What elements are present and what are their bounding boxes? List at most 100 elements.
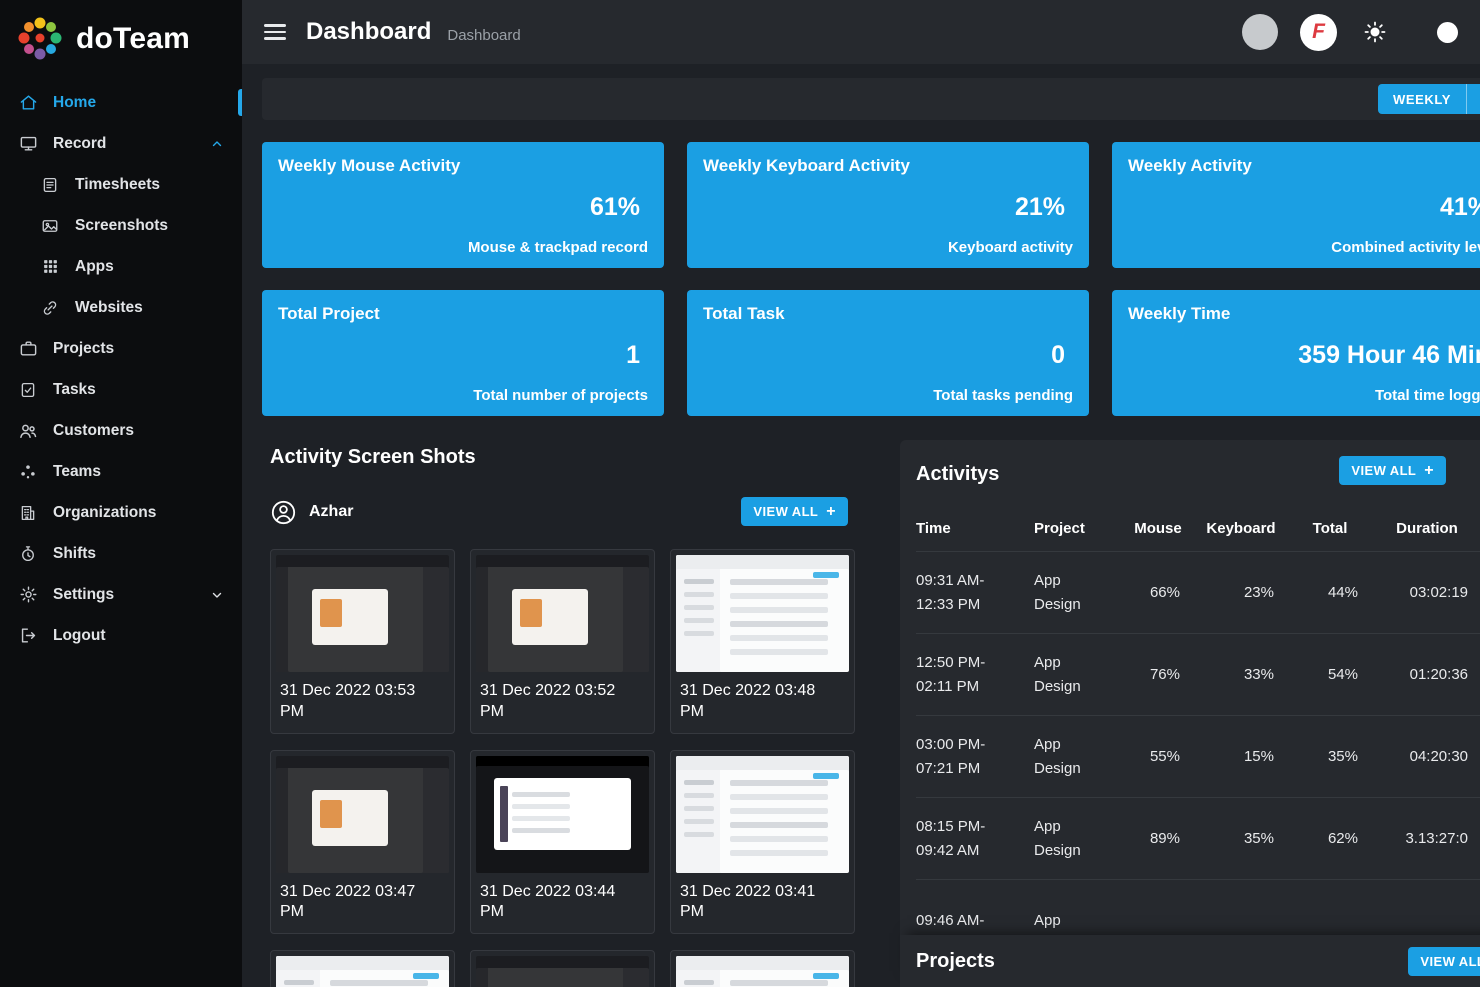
doteam-logo-icon [14, 13, 66, 65]
table-row[interactable]: 03:00 PM- 07:21 PM App Design 55% 15% 35… [916, 716, 1480, 798]
sidebar-nav: Home Record Timesheets Screenshots Apps … [0, 82, 242, 656]
apps-icon [40, 257, 60, 277]
chevron-down-icon [210, 588, 224, 602]
activities-view-all-button[interactable]: VIEW ALL + [1339, 456, 1446, 485]
screenshot-thumbnail[interactable]: 31 Dec 2022 03:48 PM [670, 549, 855, 734]
activity-duration: 3.13:27:0 [1405, 830, 1468, 847]
sidebar-item-record[interactable]: Record [0, 123, 242, 164]
activity-panel-title: Activitys [916, 462, 1000, 485]
timesheets-icon [40, 175, 60, 195]
sidebar-item-label: Tasks [53, 380, 96, 398]
stat-card-subtitle: Total tasks pending [933, 387, 1073, 404]
projects-section-header: Projects VIEW ALL + [900, 935, 1480, 987]
brightness-icon[interactable] [1363, 20, 1387, 44]
activity-table: Time Project Mouse Keyboard Total Durati… [916, 506, 1480, 962]
table-row[interactable]: 09:46 AM- App [916, 880, 1480, 962]
weekly-filter-button[interactable]: WEEKLY [1378, 84, 1480, 114]
sidebar-item-teams[interactable]: Teams [0, 451, 242, 492]
stat-card-title: Weekly Mouse Activity [278, 156, 461, 175]
chevron-up-icon [210, 137, 224, 151]
projects-view-all-button[interactable]: VIEW ALL + [1408, 947, 1480, 976]
sidebar-item-shifts[interactable]: Shifts [0, 533, 242, 574]
stat-card-value: 0 [1051, 341, 1065, 369]
plus-icon: + [826, 502, 836, 520]
activity-duration: 03:02:19 [1409, 584, 1468, 601]
activity-time: 09:31 AM- 12:33 PM [916, 572, 985, 613]
activity-mouse: 66% [1149, 584, 1180, 601]
stat-card-weekly-keyboard-activity[interactable]: Weekly Keyboard Activity 21% Keyboard ac… [687, 142, 1089, 268]
screenshots-view-all-button[interactable]: VIEW ALL + [741, 497, 848, 526]
stat-card-value: 359 Hour 46 Min [1298, 341, 1480, 369]
sidebar-item-organizations[interactable]: Organizations [0, 492, 242, 533]
sidebar-item-label: Organizations [53, 503, 157, 521]
stat-card-weekly-time[interactable]: Weekly Time 359 Hour 46 Min Total time l… [1112, 290, 1480, 416]
screenshot-image [276, 755, 449, 873]
sidebar-item-customers[interactable]: Customers [0, 410, 242, 451]
activity-total: 62% [1327, 830, 1358, 847]
activity-project: App Design [1034, 818, 1081, 859]
stat-card-value: 1 [626, 341, 640, 369]
activity-table-header: Time Project Mouse Keyboard Total Durati… [916, 506, 1480, 552]
user-avatar[interactable] [1242, 14, 1278, 50]
stat-card-total-project[interactable]: Total Project 1 Total number of projects [262, 290, 664, 416]
table-row[interactable]: 12:50 PM- 02:11 PM App Design 76% 33% 54… [916, 634, 1480, 716]
sidebar-item-label: Record [53, 134, 107, 152]
stat-card-subtitle: Mouse & trackpad record [467, 239, 648, 256]
app-logo[interactable]: doTeam [0, 0, 242, 78]
activity-project: App Design [1034, 654, 1081, 695]
brand-letter: F [1312, 20, 1325, 43]
sidebar-item-websites[interactable]: Websites [0, 287, 242, 328]
screenshot-timestamp: 31 Dec 2022 03:53 PM [280, 682, 416, 720]
button-divider [1466, 84, 1468, 114]
teams-icon [18, 462, 38, 482]
screenshot-grid: 31 Dec 2022 03:53 PM 31 Dec 2022 03:52 P… [270, 549, 855, 987]
projects-section-title: Projects [916, 949, 995, 972]
sidebar-item-label: Settings [53, 585, 115, 603]
app-name: doTeam [76, 22, 190, 55]
column-header-mouse: Mouse [1134, 520, 1182, 537]
screenshot-thumbnail[interactable]: 31 Dec 2022 03:44 PM [470, 749, 655, 935]
person-avatar-icon [270, 499, 297, 526]
activity-time: 03:00 PM- 07:21 PM [916, 736, 986, 777]
home-icon [18, 93, 38, 113]
activity-screenshots-section: Activity Screen Shots Azhar VIEW ALL + 3… [270, 446, 855, 987]
activity-project: App Design [1034, 736, 1081, 777]
brand-logo[interactable]: F [1300, 13, 1337, 51]
screenshot-thumbnail[interactable]: 31 Dec 2022 03:47 PM [270, 749, 455, 935]
dropdown-caret-icon[interactable] [1467, 84, 1480, 114]
sidebar-item-timesheets[interactable]: Timesheets [0, 164, 242, 205]
activity-total: 54% [1327, 666, 1358, 683]
stat-card-total-task[interactable]: Total Task 0 Total tasks pending [687, 290, 1089, 416]
customers-icon [18, 421, 38, 441]
screenshot-thumbnail[interactable] [670, 950, 855, 987]
view-all-label: VIEW ALL [753, 504, 819, 519]
table-row[interactable]: 09:31 AM- 12:33 PM App Design 66% 23% 44… [916, 552, 1480, 634]
sidebar-item-screenshots[interactable]: Screenshots [0, 205, 242, 246]
table-row[interactable]: 08:15 PM- 09:42 AM App Design 89% 35% 62… [916, 798, 1480, 880]
screenshot-thumbnail[interactable]: 31 Dec 2022 03:52 PM [470, 549, 655, 734]
screenshot-timestamp: 31 Dec 2022 03:47 PM [280, 882, 416, 921]
screenshot-thumbnail[interactable] [470, 950, 655, 987]
screenshot-thumbnail[interactable] [270, 950, 455, 987]
stat-card-weekly-mouse-activity[interactable]: Weekly Mouse Activity 61% Mouse & trackp… [262, 142, 664, 268]
settings-icon [18, 585, 38, 605]
screenshot-image [476, 555, 649, 672]
sidebar-item-settings[interactable]: Settings [0, 574, 242, 615]
sidebar-item-label: Timesheets [75, 175, 161, 193]
sidebar-item-projects[interactable]: Projects [0, 328, 242, 369]
sidebar-item-label: Websites [75, 298, 143, 316]
screenshot-thumbnail[interactable]: 31 Dec 2022 03:41 PM [670, 749, 855, 935]
view-all-label: VIEW ALL [1420, 954, 1480, 969]
sidebar-item-label: Apps [75, 257, 114, 275]
screenshot-thumbnail[interactable]: 31 Dec 2022 03:53 PM [270, 549, 455, 734]
sidebar-item-apps[interactable]: Apps [0, 246, 242, 287]
sidebar-item-logout[interactable]: Logout [0, 615, 242, 656]
hamburger-menu-icon[interactable] [264, 24, 286, 40]
status-indicator[interactable] [1437, 21, 1458, 43]
stat-card-weekly-activity[interactable]: Weekly Activity 41% Combined activity le… [1112, 142, 1480, 268]
activity-project: App Design [1034, 572, 1081, 613]
websites-icon [40, 298, 60, 318]
screenshots-user-row: Azhar VIEW ALL + [270, 497, 855, 527]
sidebar-item-tasks[interactable]: Tasks [0, 369, 242, 410]
sidebar-item-home[interactable]: Home [0, 82, 242, 123]
